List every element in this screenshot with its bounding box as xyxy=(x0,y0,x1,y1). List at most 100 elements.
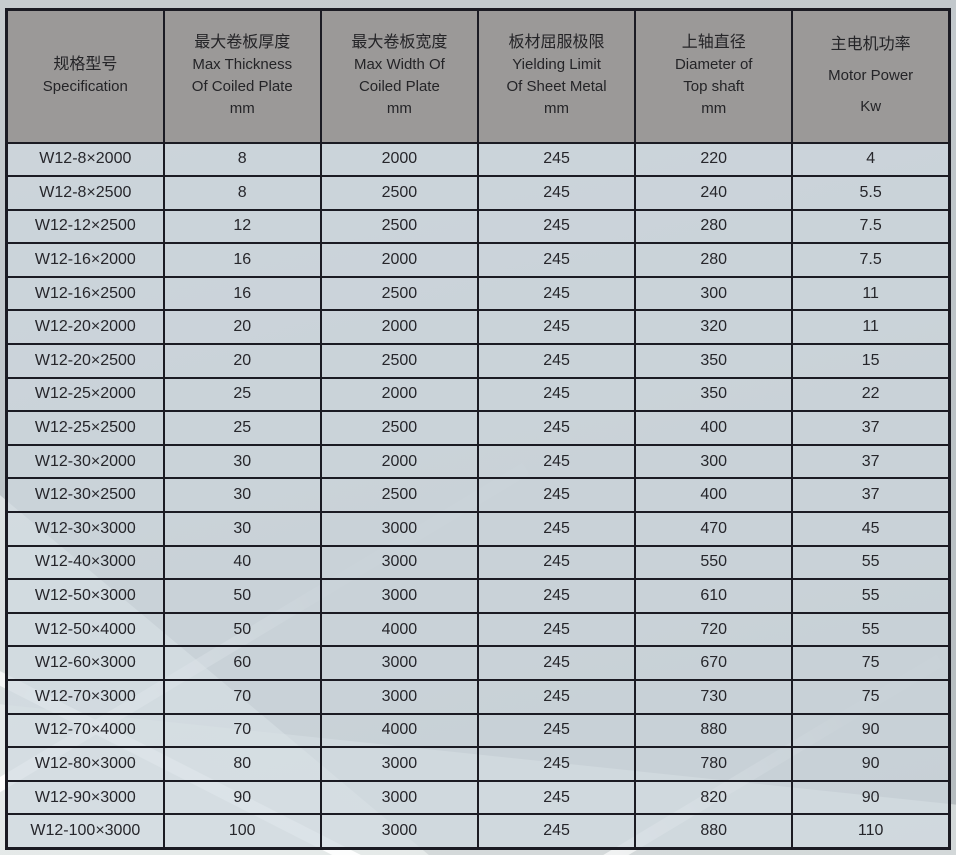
value-cell: 37 xyxy=(791,443,951,480)
value-cell: 3000 xyxy=(319,779,479,816)
header-line: Max Thickness xyxy=(192,56,293,74)
table-row: W12-30×2500 30 2500 245 400 37 xyxy=(5,477,951,514)
header-line: 规格型号 xyxy=(53,56,118,74)
value-cell: 80 xyxy=(162,746,322,782)
header-line: Motor Power xyxy=(828,67,914,85)
header-line: Max Width Of xyxy=(353,56,445,74)
spec-cell: W12-50×4000 xyxy=(5,611,165,648)
header-line: mm xyxy=(544,100,570,118)
value-cell: 30 xyxy=(162,477,322,514)
value-cell: 30 xyxy=(162,511,322,547)
table-row: W12-8×2000 8 2000 245 220 4 xyxy=(5,141,951,178)
value-cell: 245 xyxy=(476,645,637,681)
value-cell: 670 xyxy=(634,645,794,681)
col-header-motor-power: 主电机功率 Motor Power Kw xyxy=(791,8,951,144)
table-row: W12-30×2000 30 2000 245 300 37 xyxy=(5,443,951,480)
value-cell: 55 xyxy=(791,544,951,581)
spec-cell: W12-50×3000 xyxy=(5,578,165,614)
value-cell: 245 xyxy=(476,275,637,312)
value-cell: 880 xyxy=(634,813,794,850)
header-line: Diameter of xyxy=(674,56,753,74)
header-row: 规格型号 Specification 最大卷板厚度 Max Thickness … xyxy=(5,8,951,144)
value-cell: 50 xyxy=(162,578,322,614)
value-cell: 90 xyxy=(791,712,951,749)
spec-cell: W12-25×2500 xyxy=(5,410,165,446)
spec-cell: W12-8×2000 xyxy=(5,141,165,178)
value-cell: 245 xyxy=(476,175,637,211)
table-row: W12-80×3000 80 3000 245 780 90 xyxy=(5,746,951,782)
value-cell: 300 xyxy=(634,443,794,480)
table-row: W12-12×2500 12 2500 245 280 7.5 xyxy=(5,208,951,245)
spec-cell: W12-16×2500 xyxy=(5,275,165,312)
value-cell: 110 xyxy=(791,813,951,850)
value-cell: 22 xyxy=(791,376,951,413)
value-cell: 2000 xyxy=(319,141,479,178)
table-row: W12-25×2500 25 2500 245 400 37 xyxy=(5,410,951,446)
value-cell: 5.5 xyxy=(791,175,951,211)
value-cell: 3000 xyxy=(319,578,479,614)
value-cell: 70 xyxy=(162,712,322,749)
value-cell: 730 xyxy=(634,679,794,715)
spec-cell: W12-20×2500 xyxy=(5,343,165,379)
col-header-max-width: 最大卷板宽度 Max Width Of Coiled Plate mm xyxy=(319,8,479,144)
value-cell: 55 xyxy=(791,578,951,614)
value-cell: 245 xyxy=(476,443,637,480)
spec-cell: W12-70×3000 xyxy=(5,679,165,715)
value-cell: 60 xyxy=(162,645,322,681)
value-cell: 2500 xyxy=(319,208,479,245)
col-header-max-thickness: 最大卷板厚度 Max Thickness Of Coiled Plate mm xyxy=(162,8,322,144)
value-cell: 3000 xyxy=(319,511,479,547)
col-header-top-shaft-diameter: 上轴直径 Diameter of Top shaft mm xyxy=(634,8,794,144)
header-line: mm xyxy=(701,100,727,118)
value-cell: 90 xyxy=(791,779,951,816)
value-cell: 37 xyxy=(791,410,951,446)
spec-table-body: W12-8×2000 8 2000 245 220 4 W12-8×2500 8… xyxy=(5,141,951,850)
spec-cell: W12-40×3000 xyxy=(5,544,165,581)
header-line: 上轴直径 xyxy=(681,34,746,52)
value-cell: 75 xyxy=(791,645,951,681)
value-cell: 3000 xyxy=(319,544,479,581)
specification-table: 规格型号 Specification 最大卷板厚度 Max Thickness … xyxy=(5,8,951,850)
spec-cell: W12-30×3000 xyxy=(5,511,165,547)
table-row: W12-60×3000 60 3000 245 670 75 xyxy=(5,645,951,681)
value-cell: 610 xyxy=(634,578,794,614)
value-cell: 15 xyxy=(791,343,951,379)
value-cell: 320 xyxy=(634,309,794,346)
header-line: Yielding Limit xyxy=(512,56,601,74)
spec-cell: W12-100×3000 xyxy=(5,813,165,850)
value-cell: 820 xyxy=(634,779,794,816)
value-cell: 550 xyxy=(634,544,794,581)
table-row: W12-8×2500 8 2500 245 240 5.5 xyxy=(5,175,951,211)
value-cell: 7.5 xyxy=(791,242,951,278)
value-cell: 90 xyxy=(791,746,951,782)
header-line: 最大卷板厚度 xyxy=(194,34,291,52)
header-line: Coiled Plate xyxy=(358,78,440,96)
value-cell: 16 xyxy=(162,275,322,312)
value-cell: 780 xyxy=(634,746,794,782)
value-cell: 280 xyxy=(634,208,794,245)
value-cell: 3000 xyxy=(319,813,479,850)
value-cell: 400 xyxy=(634,477,794,514)
value-cell: 245 xyxy=(476,813,637,850)
table-row: W12-25×2000 25 2000 245 350 22 xyxy=(5,376,951,413)
table-row: W12-90×3000 90 3000 245 820 90 xyxy=(5,779,951,816)
value-cell: 245 xyxy=(476,779,637,816)
value-cell: 880 xyxy=(634,712,794,749)
value-cell: 245 xyxy=(476,343,637,379)
value-cell: 50 xyxy=(162,611,322,648)
table-row: W12-50×4000 50 4000 245 720 55 xyxy=(5,611,951,648)
value-cell: 245 xyxy=(476,511,637,547)
value-cell: 16 xyxy=(162,242,322,278)
header-line: Kw xyxy=(860,98,882,116)
header-line: Of Coiled Plate xyxy=(191,78,293,96)
value-cell: 245 xyxy=(476,309,637,346)
value-cell: 300 xyxy=(634,275,794,312)
value-cell: 20 xyxy=(162,343,322,379)
value-cell: 8 xyxy=(162,175,322,211)
spec-cell: W12-30×2000 xyxy=(5,443,165,480)
table-row: W12-40×3000 40 3000 245 550 55 xyxy=(5,544,951,581)
value-cell: 37 xyxy=(791,477,951,514)
value-cell: 2500 xyxy=(319,343,479,379)
value-cell: 720 xyxy=(634,611,794,648)
col-header-specification: 规格型号 Specification xyxy=(5,8,165,144)
